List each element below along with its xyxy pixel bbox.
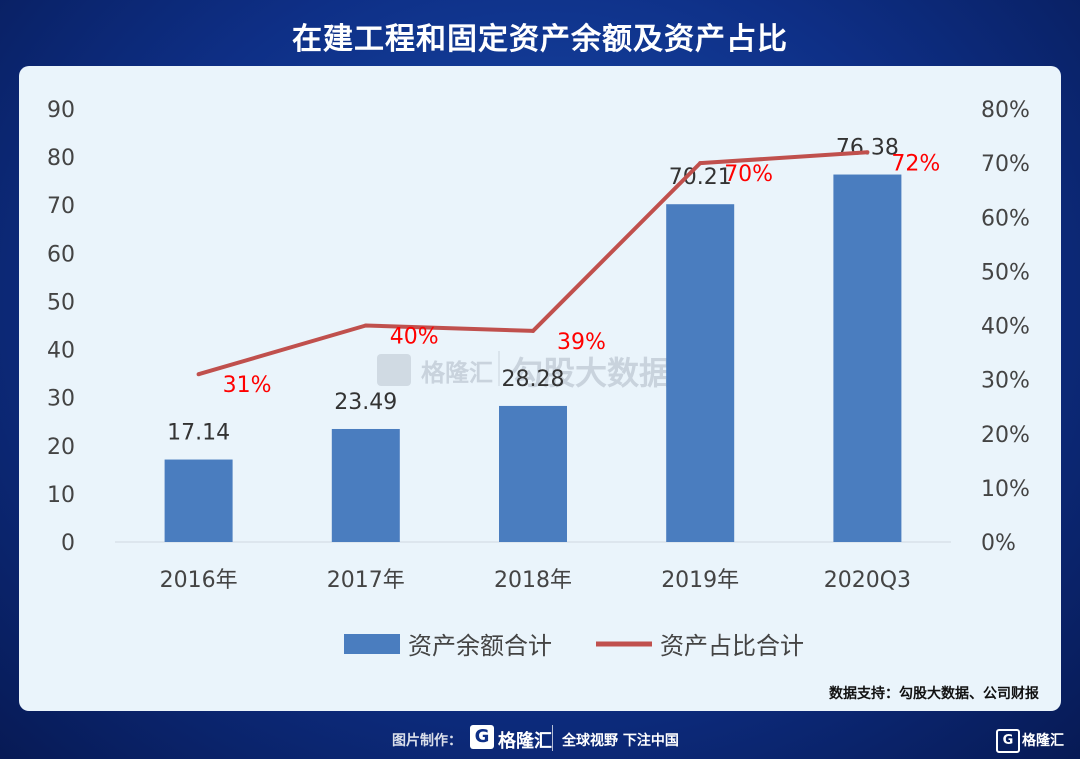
line-value-label: 40% bbox=[390, 325, 439, 350]
y-right-tick-label: 70% bbox=[981, 152, 1030, 177]
x-tick-label: 2020Q3 bbox=[824, 568, 911, 593]
y-right-tick-label: 80% bbox=[981, 98, 1030, 123]
y-left-tick-label: 0 bbox=[61, 531, 75, 556]
footer-brand: 格隆汇 bbox=[498, 731, 552, 752]
footer-slogan: 全球视野 下注中国 bbox=[562, 733, 679, 749]
page-title: 在建工程和固定资产余额及资产占比 bbox=[292, 22, 788, 57]
line-point bbox=[363, 323, 368, 328]
brand-logo-icon: G bbox=[470, 725, 494, 749]
line-point bbox=[865, 150, 870, 155]
y-left-tick-label: 80 bbox=[47, 146, 75, 171]
data-source: 数据支持：勾股大数据、公司财报 bbox=[829, 686, 1039, 702]
y-right-tick-label: 10% bbox=[981, 477, 1030, 502]
bar bbox=[499, 405, 567, 542]
legend-line-label: 资产占比合计 bbox=[660, 632, 804, 660]
corner-brand: 格隆汇 bbox=[1022, 733, 1064, 749]
y-right-tick-label: 50% bbox=[981, 260, 1030, 285]
line-value-label: 39% bbox=[557, 330, 606, 355]
y-right-tick-label: 40% bbox=[981, 315, 1030, 340]
y-left-tick-label: 20 bbox=[47, 435, 75, 460]
y-right-tick-label: 20% bbox=[981, 423, 1030, 448]
x-tick-label: 2017年 bbox=[327, 568, 405, 593]
corner-logo-icon: G bbox=[996, 729, 1020, 753]
bar bbox=[331, 428, 400, 542]
line-value-label: 70% bbox=[724, 162, 773, 187]
y-left-tick-label: 70 bbox=[47, 194, 75, 219]
chart: 格隆汇 勾股大数据 0 10 20 30 40 50 60 70 80 90 0% 10% 20% 30% 40… bbox=[47, 98, 1030, 660]
bar-value-label: 23.49 bbox=[334, 390, 397, 415]
chart-card: 格隆汇 勾股大数据 0 10 20 30 40 50 60 70 80 90 0% 10% 20% 30% 40… bbox=[19, 66, 1061, 711]
y-left-tick-label: 40 bbox=[47, 339, 75, 364]
footer: 图片制作： G 格隆汇 全球视野 下注中国 G 格隆汇 bbox=[0, 719, 1080, 759]
y-left-tick-label: 50 bbox=[47, 290, 75, 315]
x-tick-label: 2018年 bbox=[494, 568, 572, 593]
y-left-tick-label: 90 bbox=[47, 98, 75, 123]
legend-bar-label: 资产余额合计 bbox=[408, 632, 552, 660]
bar-value-label: 17.14 bbox=[167, 421, 230, 446]
watermark-brand: 格隆汇 bbox=[421, 359, 493, 387]
y-right-tick-label: 0% bbox=[981, 531, 1016, 556]
line-value-label: 31% bbox=[223, 373, 272, 398]
bar bbox=[666, 204, 735, 542]
y-right-tick-label: 30% bbox=[981, 369, 1030, 394]
bar bbox=[164, 459, 233, 542]
line-point bbox=[196, 372, 201, 377]
bar bbox=[833, 174, 902, 542]
line-point bbox=[698, 161, 703, 166]
y-right-tick-label: 60% bbox=[981, 206, 1030, 231]
footer-divider bbox=[552, 725, 553, 751]
line-point bbox=[531, 328, 535, 333]
y-left-tick-label: 60 bbox=[47, 242, 75, 267]
y-left-tick-label: 10 bbox=[47, 483, 75, 508]
watermark-text: 勾股大数据 bbox=[511, 354, 671, 392]
line-value-label: 72% bbox=[891, 151, 940, 176]
x-tick-label: 2016年 bbox=[160, 568, 238, 593]
bar-value-label: 76.38 bbox=[836, 136, 899, 161]
legend-bar-swatch bbox=[344, 634, 400, 654]
watermark-logo-icon bbox=[377, 354, 411, 386]
bar-value-label: 28.28 bbox=[502, 367, 565, 392]
y-left-tick-label: 30 bbox=[47, 387, 75, 412]
made-by-label: 图片制作： bbox=[392, 733, 462, 749]
x-tick-label: 2019年 bbox=[661, 568, 739, 593]
